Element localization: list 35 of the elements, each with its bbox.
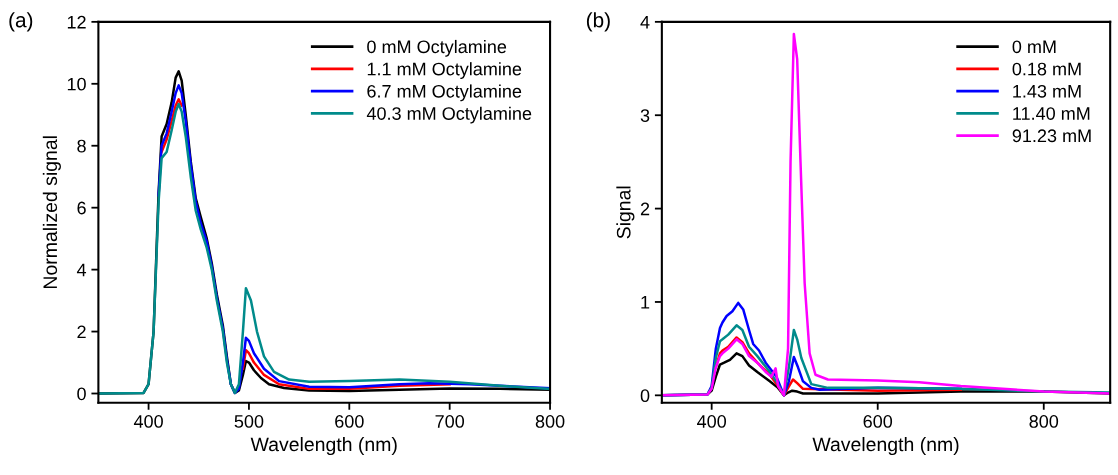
x-tick-label: 500 bbox=[234, 415, 264, 428]
legend-label: 0 mM Octylamine bbox=[367, 39, 507, 57]
y-tick-label: 0 bbox=[77, 387, 86, 401]
y-tick-label: 2 bbox=[640, 202, 650, 216]
y-tick-label: 4 bbox=[76, 263, 87, 277]
legend-label: 40.3 mM Octylamine bbox=[366, 106, 532, 124]
y-tick-label: 3 bbox=[640, 109, 650, 122]
x-tick-label: 600 bbox=[863, 415, 893, 428]
y-axis-title: Signal bbox=[616, 186, 635, 239]
x-tick-label: 400 bbox=[133, 415, 163, 428]
y-axis-title: Normalized signal bbox=[42, 136, 61, 288]
x-axis-title: Wavelength (nm) bbox=[812, 436, 959, 456]
legend-label: 0.18 mM bbox=[1012, 62, 1081, 76]
x-axis-title: Wavelength (nm) bbox=[250, 436, 397, 456]
y-tick-label: 10 bbox=[67, 77, 86, 91]
legend-label: 6.7 mM Octylamine bbox=[367, 84, 522, 102]
y-tick-label: 6 bbox=[77, 201, 86, 215]
x-tick-label: 700 bbox=[435, 415, 465, 428]
y-tick-label: 8 bbox=[77, 139, 86, 153]
y-tick-label: 1 bbox=[641, 296, 650, 309]
chart-title: (b) bbox=[586, 12, 610, 32]
x-tick-label: 400 bbox=[697, 415, 727, 428]
y-tick-label: 4 bbox=[640, 15, 650, 29]
x-tick-label: 800 bbox=[535, 415, 565, 428]
legend-label: 1.43 mM bbox=[1013, 84, 1081, 98]
y-tick-label: 0 bbox=[640, 389, 650, 403]
legend-label: 11.40 mM bbox=[1013, 107, 1090, 120]
y-tick-label: 2 bbox=[77, 325, 86, 339]
y-tick-label: 12 bbox=[67, 15, 86, 29]
chart-title: (a) bbox=[9, 12, 33, 32]
legend-label: 91.23 mM bbox=[1012, 129, 1091, 143]
legend-label: 0 mM bbox=[1012, 40, 1056, 54]
x-tick-label: 600 bbox=[335, 415, 364, 428]
x-tick-label: 800 bbox=[1029, 415, 1059, 428]
legend-label: 1.1 mM Octylamine bbox=[367, 62, 522, 79]
